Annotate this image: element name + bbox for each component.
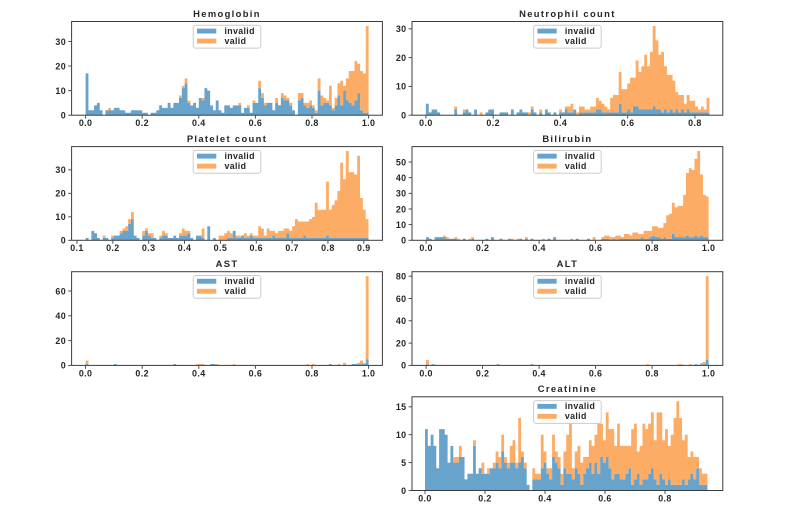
svg-text:0: 0 <box>401 236 406 246</box>
svg-text:invalid: invalid <box>565 401 595 411</box>
svg-text:0.6: 0.6 <box>621 118 635 128</box>
svg-text:invalid: invalid <box>225 26 255 36</box>
svg-text:60: 60 <box>55 286 66 296</box>
svg-text:0.6: 0.6 <box>249 243 263 253</box>
svg-text:0.4: 0.4 <box>178 243 192 253</box>
svg-text:10: 10 <box>396 82 407 92</box>
svg-text:Platelet count: Platelet count <box>187 133 267 144</box>
svg-text:0.8: 0.8 <box>305 368 319 378</box>
svg-text:0.0: 0.0 <box>419 243 433 253</box>
svg-text:ALT: ALT <box>557 258 579 269</box>
svg-text:5: 5 <box>401 458 406 468</box>
svg-text:valid: valid <box>225 286 247 296</box>
svg-text:1.0: 1.0 <box>362 368 376 378</box>
svg-text:0: 0 <box>401 111 406 121</box>
svg-text:valid: valid <box>565 411 587 421</box>
svg-text:0.4: 0.4 <box>532 368 546 378</box>
svg-text:20: 20 <box>55 189 66 199</box>
svg-text:0.0: 0.0 <box>418 493 432 503</box>
svg-text:1.0: 1.0 <box>702 243 716 253</box>
svg-text:invalid: invalid <box>225 151 255 161</box>
svg-text:0.2: 0.2 <box>486 118 500 128</box>
svg-text:valid: valid <box>225 36 247 46</box>
svg-text:0.2: 0.2 <box>135 118 149 128</box>
svg-text:0.4: 0.4 <box>538 493 552 503</box>
svg-text:0.2: 0.2 <box>135 368 149 378</box>
svg-text:10: 10 <box>55 86 66 96</box>
svg-text:10: 10 <box>55 212 66 222</box>
svg-text:20: 20 <box>55 61 66 71</box>
svg-text:20: 20 <box>55 336 66 346</box>
svg-text:invalid: invalid <box>565 151 595 161</box>
svg-text:0.4: 0.4 <box>192 118 206 128</box>
svg-text:0.2: 0.2 <box>106 243 120 253</box>
svg-text:0.6: 0.6 <box>249 118 263 128</box>
svg-text:valid: valid <box>225 161 247 171</box>
svg-text:60: 60 <box>396 294 407 304</box>
svg-text:1.0: 1.0 <box>362 118 376 128</box>
svg-text:valid: valid <box>565 161 587 171</box>
svg-text:0.5: 0.5 <box>214 243 228 253</box>
svg-text:30: 30 <box>55 165 66 175</box>
svg-text:30: 30 <box>55 37 66 47</box>
svg-text:40: 40 <box>396 316 407 326</box>
svg-text:0.6: 0.6 <box>589 368 603 378</box>
svg-text:0.6: 0.6 <box>598 493 612 503</box>
svg-text:0: 0 <box>61 361 66 371</box>
svg-text:30: 30 <box>396 24 407 34</box>
svg-text:30: 30 <box>396 189 407 199</box>
svg-text:0.4: 0.4 <box>554 118 568 128</box>
svg-text:0.0: 0.0 <box>419 118 433 128</box>
svg-text:0.6: 0.6 <box>249 368 263 378</box>
svg-text:10: 10 <box>396 430 407 440</box>
svg-text:AST: AST <box>216 258 239 269</box>
svg-text:invalid: invalid <box>565 276 595 286</box>
svg-text:0.4: 0.4 <box>532 243 546 253</box>
svg-text:0.8: 0.8 <box>688 118 702 128</box>
svg-text:Bilirubin: Bilirubin <box>542 133 592 144</box>
svg-text:0: 0 <box>401 361 406 371</box>
svg-text:Neutrophil count: Neutrophil count <box>519 8 616 19</box>
svg-text:0.8: 0.8 <box>658 493 672 503</box>
svg-text:40: 40 <box>55 311 66 321</box>
svg-text:0: 0 <box>401 486 406 496</box>
svg-text:0.8: 0.8 <box>321 243 335 253</box>
svg-text:10: 10 <box>396 220 407 230</box>
svg-text:0.9: 0.9 <box>357 243 371 253</box>
svg-text:0.3: 0.3 <box>142 243 156 253</box>
svg-text:0.6: 0.6 <box>589 243 603 253</box>
svg-text:15: 15 <box>396 402 407 412</box>
svg-text:0.2: 0.2 <box>478 493 492 503</box>
svg-text:0.4: 0.4 <box>192 368 206 378</box>
svg-text:0.8: 0.8 <box>305 118 319 128</box>
svg-text:0.0: 0.0 <box>79 118 93 128</box>
svg-text:80: 80 <box>396 271 407 281</box>
svg-text:invalid: invalid <box>225 276 255 286</box>
svg-text:0.2: 0.2 <box>476 368 490 378</box>
svg-text:0.2: 0.2 <box>476 243 490 253</box>
svg-text:Hemoglobin: Hemoglobin <box>193 8 261 19</box>
svg-text:0: 0 <box>61 236 66 246</box>
svg-text:0.1: 0.1 <box>70 243 84 253</box>
svg-text:50: 50 <box>396 157 407 167</box>
svg-text:valid: valid <box>565 286 587 296</box>
svg-text:0.8: 0.8 <box>645 368 659 378</box>
svg-text:Creatinine: Creatinine <box>538 383 597 394</box>
svg-text:invalid: invalid <box>565 26 595 36</box>
svg-text:0.8: 0.8 <box>645 243 659 253</box>
svg-text:20: 20 <box>396 338 407 348</box>
svg-text:40: 40 <box>396 173 407 183</box>
svg-text:valid: valid <box>565 36 587 46</box>
svg-text:20: 20 <box>396 204 407 214</box>
svg-text:0.0: 0.0 <box>79 368 93 378</box>
svg-text:1.0: 1.0 <box>702 368 716 378</box>
svg-text:20: 20 <box>396 53 407 63</box>
svg-text:0.0: 0.0 <box>419 368 433 378</box>
svg-text:0.7: 0.7 <box>285 243 299 253</box>
svg-text:0: 0 <box>61 111 66 121</box>
